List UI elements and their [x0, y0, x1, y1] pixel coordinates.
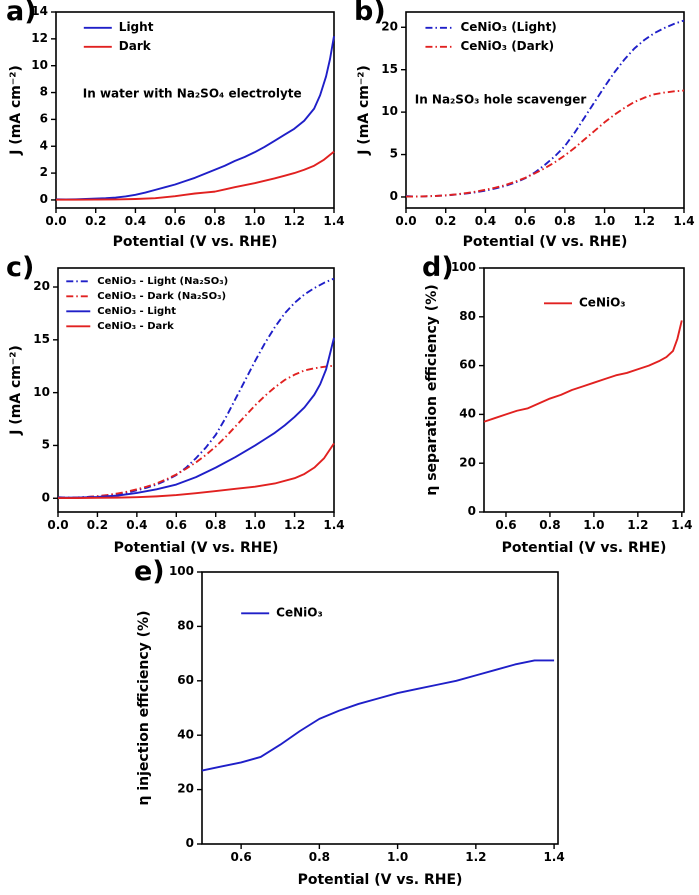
panel-c-chart	[4, 258, 346, 560]
panel-label-c: c)	[6, 252, 35, 283]
panel-label-d: d)	[422, 252, 454, 283]
panel-d: d)	[420, 252, 696, 560]
panel-label-a: a)	[6, 0, 37, 27]
panel-b-chart	[352, 2, 696, 254]
panel-c: c)	[4, 252, 346, 560]
panel-d-chart	[420, 258, 696, 560]
panel-a: a)	[4, 0, 346, 254]
panel-e: e)	[132, 556, 572, 892]
panel-b: b)	[352, 0, 696, 254]
panel-label-b: b)	[354, 0, 386, 27]
panel-label-e: e)	[134, 556, 165, 587]
panel-a-chart	[4, 2, 346, 254]
panel-e-chart	[132, 562, 572, 892]
